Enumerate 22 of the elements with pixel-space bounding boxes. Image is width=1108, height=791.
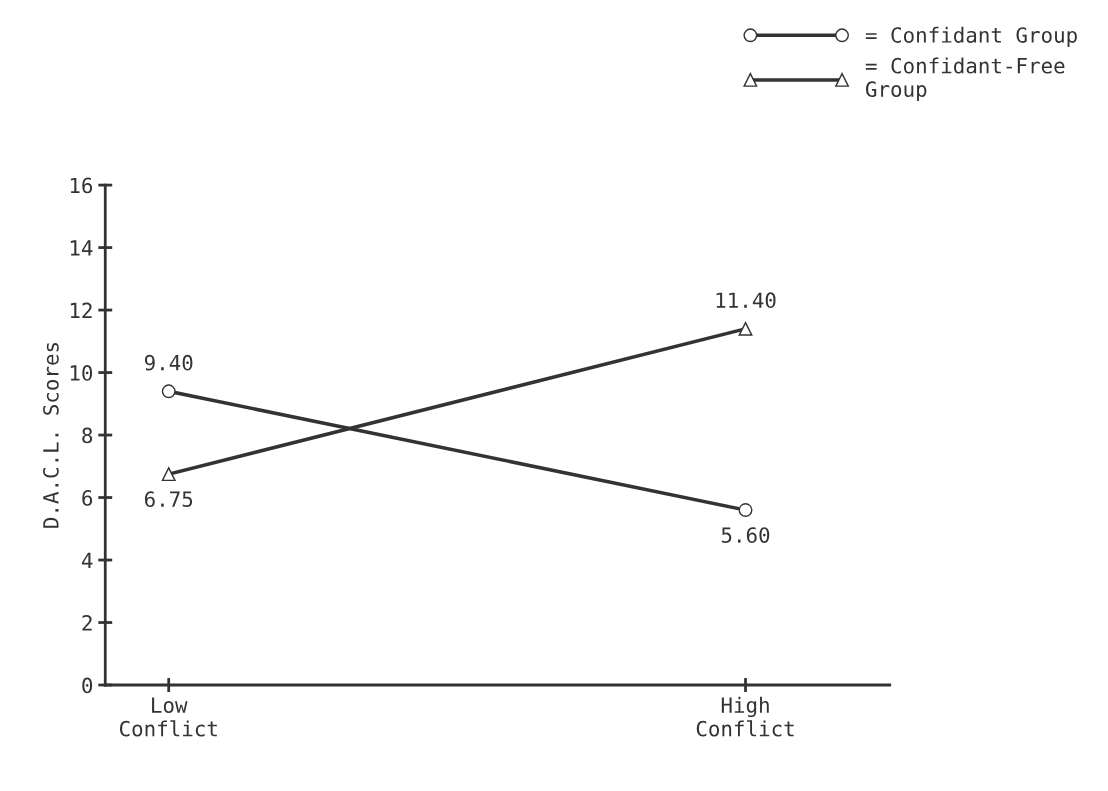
data-label: 5.60 <box>721 527 770 543</box>
x-tick-label: Low Conflict <box>119 697 217 737</box>
y-tick-label: 0 <box>82 677 93 694</box>
y-tick-label: 10 <box>70 365 93 381</box>
data-label: 9.40 <box>144 354 193 371</box>
legend-label: = Confidant-Free Group <box>865 57 1065 102</box>
y-tick-label: 4 <box>81 552 93 568</box>
y-tick-label: 14 <box>70 240 93 256</box>
point <box>161 467 176 482</box>
y-tick-label: 6 <box>82 490 93 506</box>
data-label: 6.75 <box>144 491 193 508</box>
y-tick-label: 16 <box>70 177 93 194</box>
y-tick-label: 8 <box>82 427 93 444</box>
data-label: 11.40 <box>716 292 776 309</box>
legend-label: = Confidant Group <box>865 26 1077 47</box>
y-tick-label: 2 <box>82 615 92 631</box>
point <box>161 384 176 399</box>
point <box>738 321 753 336</box>
point <box>738 503 753 517</box>
x-tick-label: High Conflict <box>696 696 794 737</box>
y-tick-label: 12 <box>70 302 92 319</box>
y-axis-title: D.A.C.L. Scores <box>43 343 59 528</box>
